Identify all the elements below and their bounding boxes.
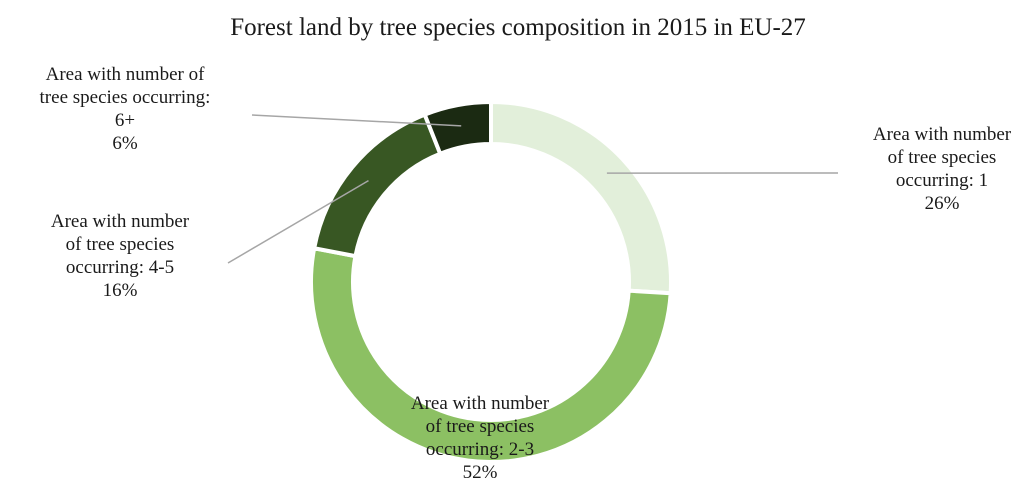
slice-value-label: 26% <box>924 193 960 214</box>
slice-label-line: tree species occurring: <box>39 87 211 108</box>
slice-label-line: 6+ <box>114 110 136 131</box>
slice-label-occurring-1: Area with number of tree species occurri… <box>836 123 1036 215</box>
slice-label-line: Area with number <box>50 211 190 232</box>
slice-label-line: of tree species <box>425 416 535 437</box>
leader-line-occurring-4-5 <box>227 180 369 264</box>
slice-label-line: occurring: 2-3 <box>425 439 535 460</box>
slice-label-line: occurring: 4-5 <box>65 257 175 278</box>
slice-label-occurring-2-3: Area with number of tree species occurri… <box>360 392 600 484</box>
slice-value-label: 6% <box>112 133 138 154</box>
slice-label-line: occurring: 1 <box>895 170 989 191</box>
donut-slice-occurring-4-5 <box>311 112 443 259</box>
slice-label-line: Area with number <box>872 124 1012 145</box>
donut-slices <box>309 99 673 464</box>
slice-label-line: Area with number of <box>45 64 205 85</box>
slice-value-label: 52% <box>462 462 498 483</box>
donut-slice-occurring-6-plus <box>422 99 493 157</box>
donut-slice-occurring-2-3 <box>309 245 673 464</box>
slice-label-occurring-6-plus: Area with number of tree species occurri… <box>0 63 250 155</box>
leader-line-occurring-6-plus <box>251 114 462 127</box>
chart-title: Forest land by tree species composition … <box>230 14 806 41</box>
leader-lines <box>227 114 839 264</box>
slice-label-line: Area with number <box>410 393 550 414</box>
slice-label-line: of tree species <box>887 147 997 168</box>
slice-label-line: of tree species <box>65 234 175 255</box>
donut-slice-occurring-1 <box>489 99 673 296</box>
slice-label-occurring-4-5: Area with number of tree species occurri… <box>14 210 226 302</box>
slice-value-label: 16% <box>102 280 138 301</box>
